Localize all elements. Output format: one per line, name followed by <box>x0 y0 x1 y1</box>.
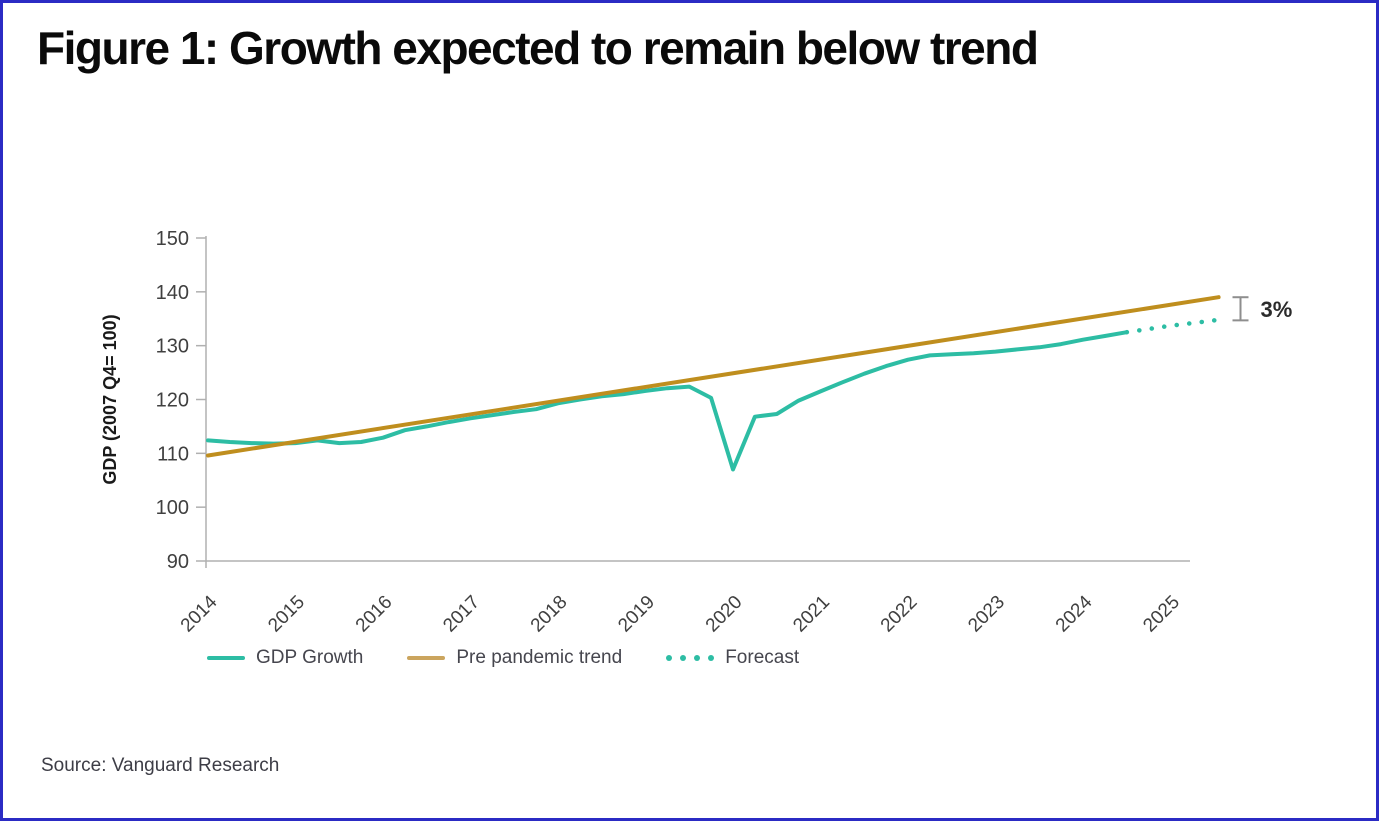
svg-text:2023: 2023 <box>964 592 1009 637</box>
source-note: Source: Vanguard Research <box>41 755 280 776</box>
svg-text:3%: 3% <box>1261 297 1293 322</box>
svg-text:2024: 2024 <box>1052 591 1097 636</box>
gdp-line-chart: 90 100 110 120 130 140 150 2014 2015 2016 2017 2018… <box>100 228 1293 637</box>
legend-item-trend: Pre pandemic trend <box>407 647 622 669</box>
svg-text:GDP (2007 Q4= 100): GDP (2007 Q4= 100) <box>100 314 120 484</box>
legend-item-forecast: Forecast <box>666 647 799 669</box>
svg-text:2021: 2021 <box>789 592 834 637</box>
svg-text:2025: 2025 <box>1139 592 1184 637</box>
legend-label: GDP Growth <box>256 647 364 668</box>
svg-text:150: 150 <box>156 228 189 250</box>
svg-text:2017: 2017 <box>439 592 484 637</box>
svg-text:100: 100 <box>156 497 189 519</box>
svg-text:2015: 2015 <box>264 592 309 637</box>
svg-text:2016: 2016 <box>352 592 397 637</box>
svg-text:2019: 2019 <box>614 592 659 637</box>
legend-item-gdp-growth: GDP Growth <box>207 647 363 669</box>
chart-legend: GDP Growth Pre pandemic trend Forecast <box>207 647 799 669</box>
svg-text:2018: 2018 <box>527 592 572 637</box>
forecast-dots-swatch <box>666 655 715 661</box>
svg-text:90: 90 <box>167 551 189 573</box>
figure-title: Figure 1: Growth expected to remain belo… <box>37 22 1039 74</box>
trend-line-swatch <box>407 656 446 660</box>
legend-label: Forecast <box>725 647 800 668</box>
svg-text:130: 130 <box>156 336 189 358</box>
svg-text:2022: 2022 <box>877 592 922 637</box>
svg-text:120: 120 <box>156 390 189 412</box>
legend-label: Pre pandemic trend <box>456 647 623 668</box>
svg-text:110: 110 <box>157 443 189 465</box>
svg-text:2014: 2014 <box>177 591 222 636</box>
svg-text:140: 140 <box>156 282 189 304</box>
gdp-growth-line-swatch <box>207 656 245 660</box>
svg-text:2020: 2020 <box>702 592 747 637</box>
